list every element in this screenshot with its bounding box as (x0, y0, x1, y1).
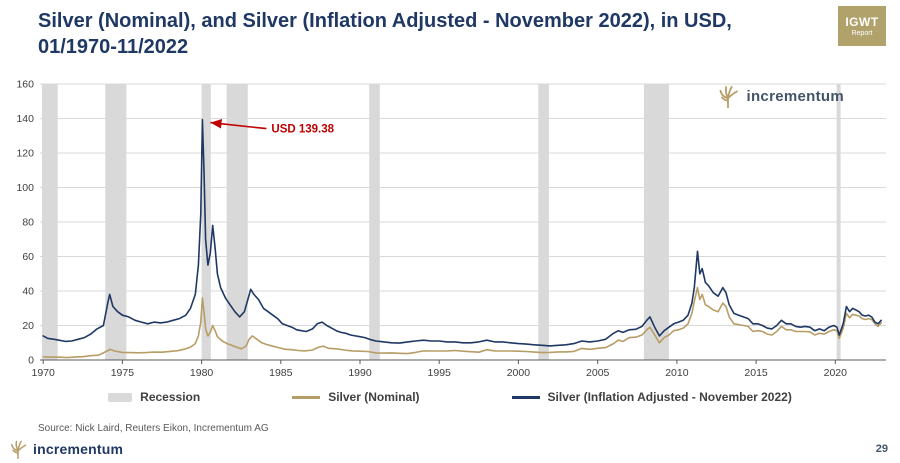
y-tick-label: 60 (22, 251, 34, 263)
x-tick-label: 1985 (269, 367, 293, 379)
badge-line1: IGWT (845, 15, 879, 29)
legend-item: Silver (Inflation Adjusted - November 20… (511, 390, 792, 404)
footer: incrementum 29 (0, 437, 900, 463)
page-number: 29 (875, 443, 888, 455)
x-tick-label: 1980 (190, 367, 214, 379)
legend-label: Silver (Inflation Adjusted - November 20… (547, 390, 792, 404)
tree-icon (8, 439, 28, 459)
page-title: Silver (Nominal), and Silver (Inflation … (38, 10, 732, 59)
series-line (42, 286, 883, 359)
tree-icon (716, 84, 740, 108)
x-tick-label: 1975 (111, 367, 135, 379)
legend-swatch (292, 395, 321, 399)
legend-label: Silver (Nominal) (328, 390, 420, 404)
badge-line2: Report (851, 30, 873, 37)
silver-price-chart: 0 20 40 60 80 100 120 140 160 1970 1975 1980 1985 199… (16, 79, 886, 379)
legend-swatch (108, 392, 133, 402)
y-tick-label: 160 (16, 79, 34, 91)
chart-area: 0 20 40 60 80 100 120 140 160 1970 1975 1980 1985 199… (8, 76, 892, 386)
y-tick-label: 80 (22, 217, 34, 229)
legend-swatch (511, 395, 540, 399)
peak-annotation: USD 139.38 (271, 124, 334, 136)
incrementum-logo: incrementum (716, 84, 845, 108)
source-note: Source: Nick Laird, Reuters Eikon, Incre… (38, 423, 269, 434)
brand-name: incrementum (33, 441, 124, 457)
y-tick-label: 120 (16, 148, 34, 160)
brand-name: incrementum (746, 87, 844, 105)
annotation-arrow (210, 119, 267, 130)
igwt-report-badge: IGWT Report (838, 6, 886, 46)
x-tick-label: 1995 (428, 367, 452, 379)
legend-label: Recession (140, 390, 201, 404)
series-line (42, 118, 883, 347)
y-tick-label: 40 (22, 286, 34, 298)
title-bar: Silver (Nominal), and Silver (Inflation … (38, 8, 830, 61)
x-tick-label: 2000 (507, 367, 531, 379)
x-tick-label: 1990 (348, 367, 372, 379)
x-tick-label: 2015 (744, 367, 768, 379)
legend-item: Recession (108, 390, 200, 404)
y-tick-label: 0 (28, 355, 34, 367)
footer-brand: incrementum (8, 439, 123, 459)
y-tick-label: 140 (16, 113, 34, 125)
x-tick-label: 2005 (586, 367, 610, 379)
y-tick-label: 20 (22, 320, 34, 332)
x-tick-label: 1970 (32, 367, 56, 379)
y-tick-label: 100 (16, 182, 34, 194)
legend-item: Silver (Nominal) (292, 390, 420, 404)
x-tick-label: 2010 (665, 367, 689, 379)
legend: Recession Silver (Nominal) Silver (Inflati… (0, 390, 900, 404)
x-tick-label: 2020 (824, 367, 848, 379)
